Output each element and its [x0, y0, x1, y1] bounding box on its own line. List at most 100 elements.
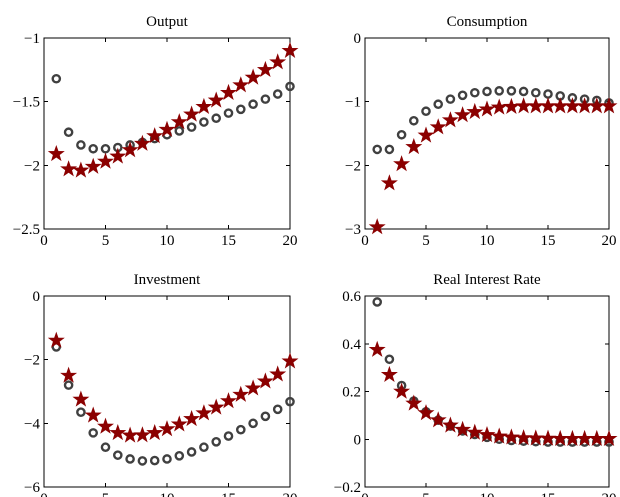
consumption-star-point: [466, 102, 484, 120]
investment-star-point: [256, 372, 274, 389]
output-star-point: [109, 147, 127, 164]
real-interest-rate-star-point: [393, 382, 411, 399]
consumption-star-point: [527, 97, 545, 114]
panel-consumption: Consumption 0 5 10 15 20 −3 −2 −1 0: [345, 14, 618, 249]
investment-circle-point: [174, 451, 185, 461]
consumption-star-point: [563, 97, 581, 114]
consumption-star-point: [576, 97, 594, 114]
output-x-tick-label: 0: [40, 233, 48, 249]
output-circle-point: [223, 108, 234, 118]
investment-circle-point: [125, 454, 135, 464]
real-interest-rate-x-tick-label: 20: [602, 491, 617, 497]
real-interest-rate-star-point: [441, 416, 459, 433]
investment-star-point: [281, 352, 299, 369]
consumption-circle-point: [372, 144, 383, 155]
output-circle-point: [211, 113, 221, 124]
consumption-circle-point: [457, 90, 468, 101]
real-interest-rate-y-tick-label: 0: [354, 432, 362, 448]
consumption-star-point: [393, 155, 411, 172]
real-interest-rate-y-tick-label: 0.6: [342, 289, 361, 305]
consumption-x-tick-label: 5: [422, 233, 430, 249]
real-interest-rate-y-tick-label: 0.4: [342, 337, 361, 353]
investment-star-point: [146, 423, 164, 441]
investment-star-point: [60, 366, 78, 383]
output-circle-point: [235, 104, 246, 115]
real-interest-rate-star-point: [417, 404, 435, 421]
output-circle-point: [186, 122, 197, 132]
consumption-star-point: [429, 118, 447, 135]
real-interest-rate-star-point: [551, 429, 569, 446]
output-star-point: [72, 161, 90, 178]
investment-circle-point: [235, 424, 246, 435]
consumption-circle-point: [518, 86, 529, 97]
real-interest-rate-circle-point: [372, 297, 383, 307]
output-star-point: [84, 157, 102, 174]
consumption-star-point: [454, 106, 472, 123]
investment-star-point: [195, 404, 213, 421]
output-circle-point: [199, 117, 209, 127]
output-y-tick-label: −1: [24, 31, 40, 47]
investment-star-point: [109, 423, 127, 441]
consumption-circle-point: [469, 87, 480, 98]
output-star-point: [207, 91, 225, 108]
investment-circle-point: [100, 442, 111, 453]
real-interest-rate-y-tick-label: −0.2: [334, 480, 361, 496]
investment-circle-point: [76, 407, 86, 417]
real-interest-rate-star-point: [368, 340, 386, 357]
output-circle-point: [63, 127, 74, 138]
investment-circle-point: [260, 411, 271, 422]
investment-title: Investment: [134, 272, 201, 288]
output-star-point: [146, 127, 164, 144]
real-interest-rate-star-point: [478, 426, 496, 443]
investment-star-point: [97, 417, 114, 434]
output-axes-frame: [43, 37, 291, 230]
output-star-point: [183, 105, 201, 122]
investment-x-tick-label: 5: [102, 491, 110, 497]
investment-y-tick-label: −4: [24, 416, 40, 432]
investment-star-point: [232, 385, 250, 402]
output-y-tick-label: −2.5: [13, 222, 40, 238]
consumption-circle-point: [543, 89, 553, 99]
investment-x-tick-label: 0: [40, 491, 48, 497]
investment-circle-point: [285, 396, 295, 407]
output-star-point: [60, 160, 78, 177]
investment-y-tick-label: −2: [24, 353, 40, 369]
consumption-y-tick-label: −1: [345, 95, 361, 111]
output-star-point: [133, 134, 151, 151]
consumption-title: Consumption: [447, 14, 528, 30]
output-star-point: [97, 152, 114, 169]
investment-circle-point: [149, 455, 160, 466]
output-y-tick-label: −1.5: [13, 95, 40, 111]
consumption-star-point: [368, 218, 386, 235]
output-star-point: [281, 41, 299, 58]
investment-star-point: [133, 426, 151, 443]
investment-star-point: [220, 392, 237, 409]
investment-star-point: [269, 365, 287, 382]
real-interest-rate-y-tick-label: 0.2: [342, 385, 361, 401]
real-interest-rate-star-point: [405, 394, 423, 411]
investment-star-point: [183, 409, 201, 427]
output-circle-point: [248, 99, 258, 110]
output-star-point: [220, 83, 237, 100]
investment-star-point: [84, 406, 102, 423]
consumption-star-point: [588, 97, 606, 114]
real-interest-rate-title: Real Interest Rate: [433, 272, 541, 288]
output-star-point: [195, 97, 213, 114]
investment-x-tick-label: 15: [221, 491, 236, 497]
investment-star-point: [158, 420, 176, 437]
consumption-circle-point: [408, 115, 419, 126]
panel-real-interest-rate: Real Interest Rate05101520−0.200.20.40.6: [334, 272, 618, 497]
investment-circle-point: [248, 418, 258, 429]
output-star-point: [244, 68, 262, 85]
output-circle-point: [285, 81, 295, 92]
consumption-x-tick-label: 10: [480, 233, 495, 249]
consumption-circle-point: [384, 144, 395, 155]
output-star-point: [256, 60, 274, 78]
real-interest-rate-star-point: [600, 429, 618, 446]
real-interest-rate-star-point: [380, 365, 398, 382]
investment-star-point: [170, 415, 188, 432]
investment-circle-point: [186, 447, 197, 457]
consumption-star-point: [441, 111, 459, 128]
consumption-circle-point: [421, 106, 431, 117]
real-interest-rate-x-tick-label: 5: [422, 491, 430, 497]
